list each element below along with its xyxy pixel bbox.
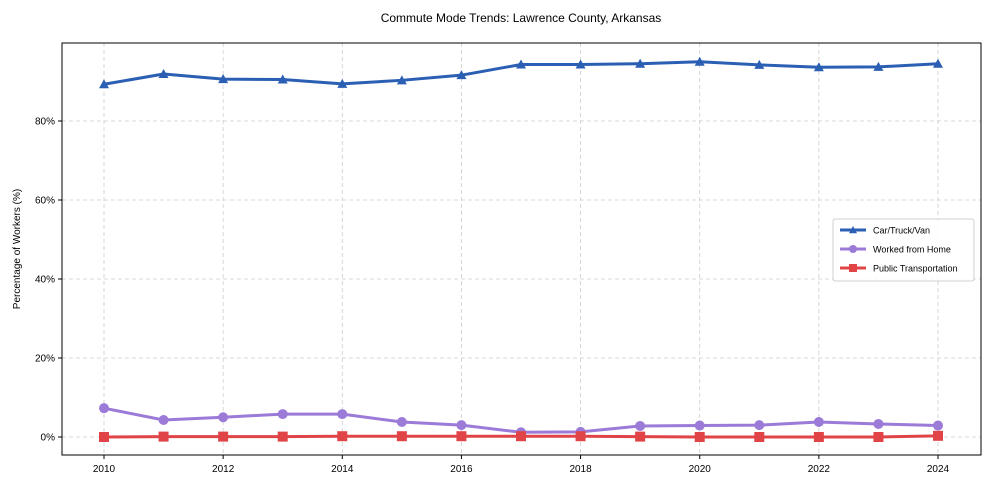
data-point (396, 431, 407, 442)
x-tick-label: 2014 (331, 464, 354, 475)
data-point (933, 420, 943, 431)
data-point (99, 432, 109, 442)
legend-marker-icon (849, 264, 857, 272)
legend-label: Public Transportation (873, 264, 958, 274)
data-point (635, 420, 646, 431)
legend-label: Worked from Home (873, 245, 951, 255)
legend-marker-icon (849, 226, 857, 234)
data-point (694, 56, 705, 66)
data-point (158, 415, 169, 426)
data-point (99, 79, 109, 89)
x-tick-label: 2022 (808, 464, 831, 475)
plot-area-frame (61, 42, 982, 456)
data-point (873, 418, 884, 429)
data-point (933, 430, 943, 441)
data-point (456, 70, 467, 80)
data-point (337, 78, 348, 88)
y-tick-label: 20% (35, 354, 55, 365)
data-point (277, 431, 288, 442)
data-point (158, 431, 169, 442)
legend-label: Car/Truck/Van (873, 226, 930, 236)
data-point (754, 432, 765, 442)
legend-item: Car/Truck/Van (840, 226, 930, 236)
series-car-truck-van (99, 56, 943, 89)
legend-box (832, 218, 975, 282)
data-point (694, 432, 705, 442)
data-point (516, 59, 526, 69)
y-axis-label: Percentage of Workers (%) (12, 189, 23, 309)
data-point (396, 75, 407, 85)
legend-marker-icon (849, 245, 857, 253)
y-axis: 0% 20% 40% 60% 80% (35, 117, 62, 444)
x-axis: 2010 2012 2014 2016 2018 2020 2022 2024 (93, 455, 950, 475)
data-point (218, 431, 229, 442)
data-point (337, 431, 348, 442)
data-point (516, 431, 526, 442)
data-point (575, 431, 586, 442)
data-point (873, 61, 884, 71)
data-point (813, 416, 824, 427)
data-point (99, 403, 109, 414)
data-point (754, 420, 765, 431)
x-tick-label: 2024 (927, 464, 950, 475)
x-tick-label: 2016 (450, 464, 473, 475)
data-point (218, 74, 229, 84)
legend-item: Public Transportation (840, 264, 958, 274)
data-point (873, 432, 884, 442)
data-point (396, 416, 407, 427)
series-layer (99, 56, 943, 442)
data-point (218, 412, 229, 423)
y-tick-label: 60% (35, 196, 55, 207)
x-tick-label: 2020 (689, 464, 712, 475)
x-tick-label: 2010 (93, 464, 116, 475)
y-tick-label: 40% (35, 275, 55, 286)
data-point (456, 420, 467, 431)
y-tick-label: 0% (41, 433, 56, 444)
data-point (813, 62, 824, 72)
series-public-transportation (99, 430, 943, 442)
x-tick-label: 2018 (569, 464, 592, 475)
data-point (277, 409, 288, 420)
data-point (337, 409, 348, 420)
data-point (635, 431, 646, 442)
data-point (813, 432, 824, 442)
data-point (575, 59, 586, 69)
legend: Car/Truck/Van Worked from Home Public Tran… (832, 218, 975, 282)
chart-title: Commute Mode Trends: Lawrence County, Ar… (381, 11, 662, 25)
data-point (754, 59, 765, 69)
legend-item: Worked from Home (840, 245, 951, 255)
x-tick-label: 2012 (212, 464, 235, 475)
y-tick-label: 80% (35, 117, 55, 128)
data-point (277, 74, 288, 84)
data-point (635, 58, 646, 68)
data-point (933, 58, 943, 68)
data-point (158, 68, 169, 78)
data-point (694, 420, 705, 431)
data-point (456, 431, 467, 442)
